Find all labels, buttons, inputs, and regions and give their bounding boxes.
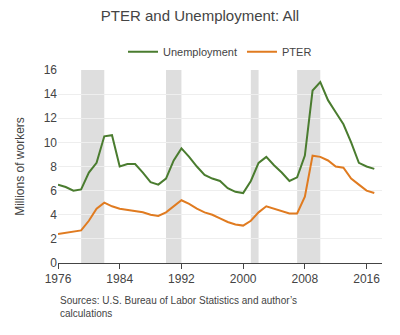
svg-text:0: 0 [50,256,57,270]
svg-text:2008: 2008 [292,272,319,286]
svg-text:4: 4 [50,208,57,222]
svg-text:6: 6 [50,184,57,198]
svg-text:PTER and Unemployment: All: PTER and Unemployment: All [101,7,299,24]
svg-text:1992: 1992 [168,272,195,286]
svg-text:1984: 1984 [106,272,133,286]
svg-text:1976: 1976 [45,272,72,286]
svg-text:2016: 2016 [353,272,380,286]
svg-text:16: 16 [44,63,58,77]
svg-text:12: 12 [44,111,58,125]
svg-text:Unemployment: Unemployment [163,46,237,58]
svg-text:10: 10 [44,136,58,150]
svg-text:8: 8 [50,160,57,174]
svg-text:2000: 2000 [230,272,257,286]
svg-text:2: 2 [50,232,57,246]
svg-text:Millions of workers: Millions of workers [13,117,27,216]
svg-text:14: 14 [44,87,58,101]
svg-text:PTER: PTER [282,46,311,58]
svg-text:Sources: U.S. Bureau of Labor: Sources: U.S. Bureau of Labor Statistics… [60,295,297,319]
